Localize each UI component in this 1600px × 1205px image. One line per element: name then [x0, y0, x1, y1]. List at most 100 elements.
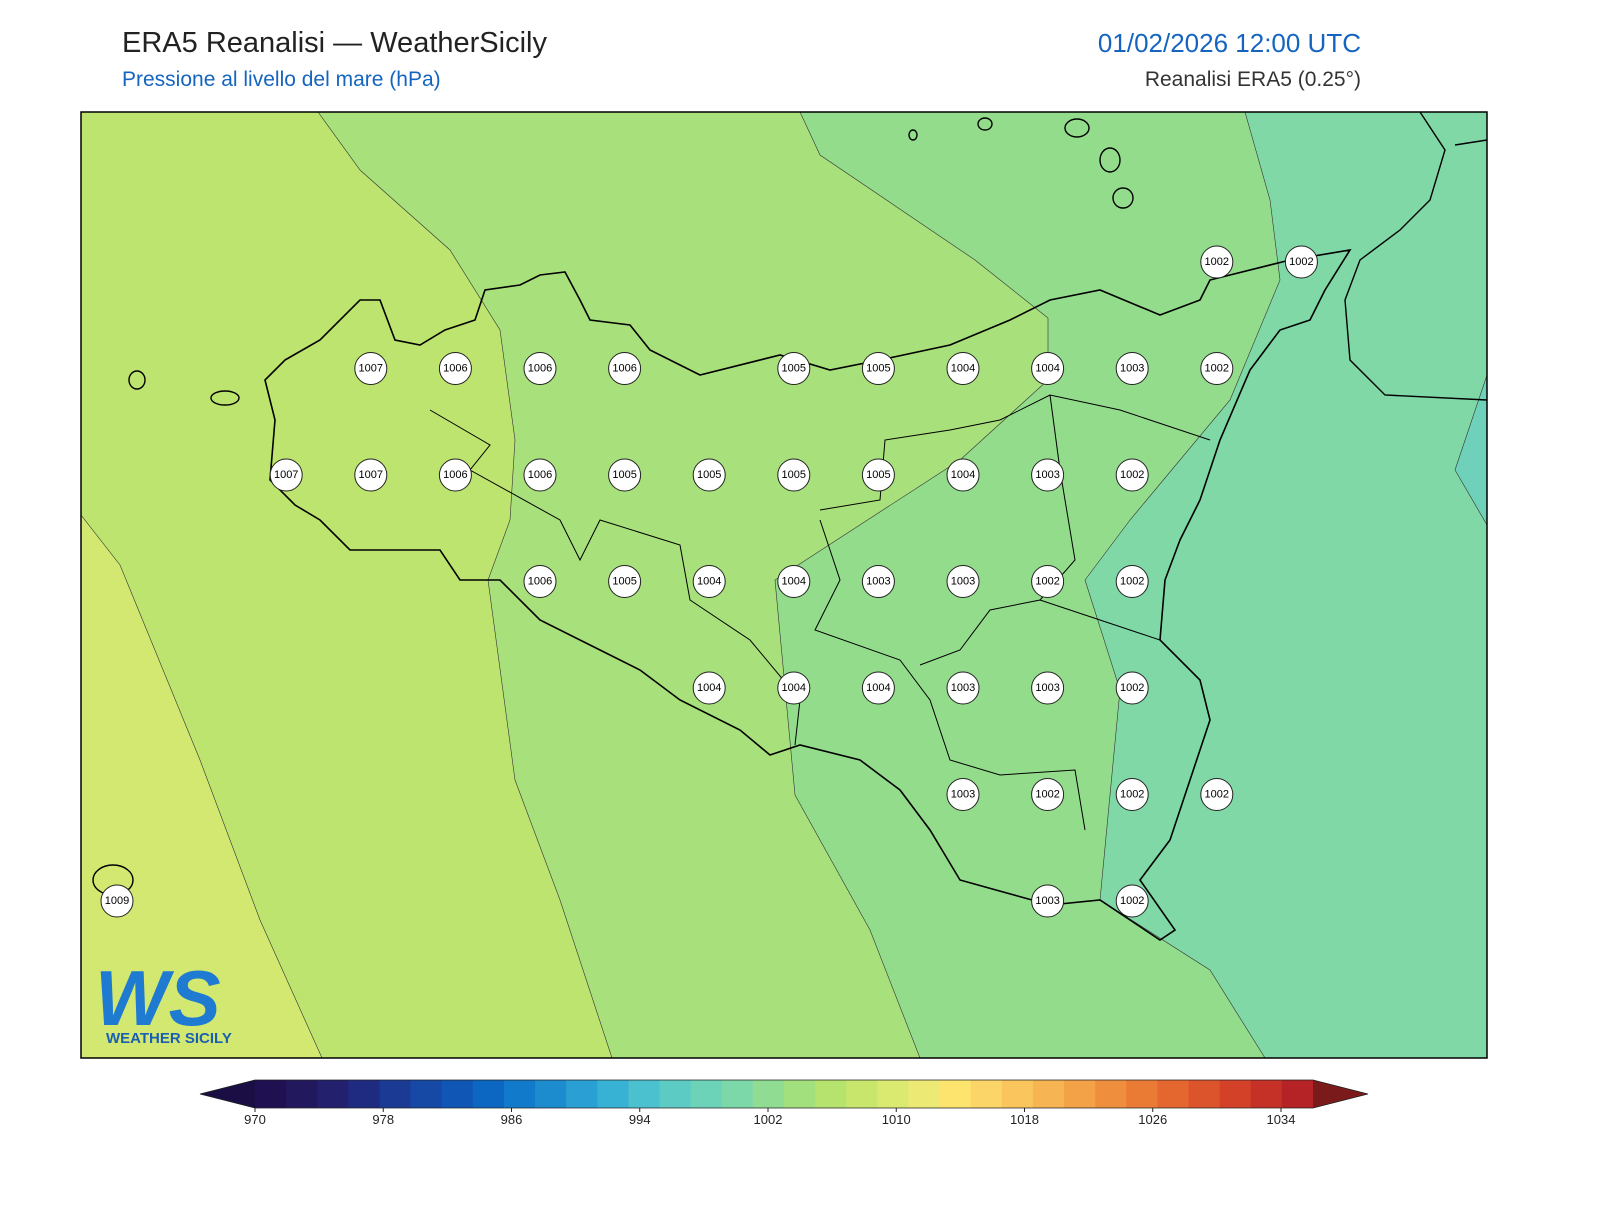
province-border: [429, 394, 1211, 831]
station-marker: [777, 458, 811, 492]
colorbar-tick-label: 978: [372, 1112, 394, 1127]
station-label: 1002: [1120, 788, 1144, 800]
station-label: 1006: [443, 469, 467, 481]
station-label: 1006: [612, 362, 636, 374]
station-marker: [1031, 352, 1065, 385]
station-label: 1006: [528, 362, 552, 374]
station-marker: [1284, 245, 1318, 279]
station-marker: [1031, 778, 1065, 811]
colorbar-segment: [1219, 1080, 1252, 1108]
station-label: 1005: [866, 469, 890, 481]
colorbar-tick-label: 1018: [1010, 1112, 1039, 1127]
station-marker: [946, 671, 980, 705]
colorbar-segment: [255, 1080, 287, 1108]
colorbar-segment: [877, 1080, 909, 1108]
station-label: 1002: [1120, 575, 1144, 587]
station-marker: [777, 352, 811, 385]
station-marker: [692, 565, 726, 598]
station-marker: [946, 565, 980, 598]
colorbar-segment: [1001, 1080, 1034, 1108]
station-marker: [861, 352, 895, 385]
colorbar-segment: [1188, 1080, 1221, 1108]
coastline: [264, 248, 1352, 941]
station-marker: [438, 458, 472, 492]
map-frame: [80, 111, 1488, 1059]
station-label: 1002: [1205, 788, 1229, 800]
colorbar-segment: [597, 1080, 629, 1108]
station-label: 1004: [951, 362, 975, 374]
colorbar-segment: [1126, 1080, 1158, 1108]
colorbar-tick-label: 1010: [882, 1112, 911, 1127]
station-marker: [1031, 565, 1065, 598]
colorbar-over: [1313, 1080, 1368, 1108]
station-marker: [523, 458, 557, 492]
station-marker: [1115, 884, 1149, 918]
station-marker: [1115, 458, 1149, 492]
station-label: 1002: [1120, 469, 1144, 481]
colorbar-segment: [1157, 1080, 1190, 1108]
colorbar-tick-label: 994: [629, 1112, 651, 1127]
station-label: 1003: [1035, 895, 1059, 907]
colorbar-segment: [970, 1080, 1003, 1108]
station-marker: [1115, 352, 1149, 385]
station-marker: [861, 671, 895, 705]
station-label: 1005: [782, 469, 806, 481]
datetime: 01/02/2026 12:00 UTC: [1098, 28, 1361, 58]
logo-mark: WS: [95, 954, 221, 1042]
station-label: 1003: [951, 682, 975, 694]
station-marker: [438, 352, 472, 385]
colorbar-segment: [784, 1080, 816, 1108]
station-label: 1002: [1205, 256, 1229, 268]
station-label: 1002: [1205, 362, 1229, 374]
station-marker: [946, 352, 980, 385]
colorbar-segment: [379, 1080, 412, 1108]
islands: [92, 117, 1134, 896]
station-marker: [354, 352, 388, 385]
station-label: 1003: [951, 788, 975, 800]
colorbar-segment: [1250, 1080, 1283, 1108]
station-marker: [100, 884, 134, 918]
station-label: 1006: [443, 362, 467, 374]
colorbar-segment: [752, 1080, 785, 1108]
station-label: 1002: [1120, 895, 1144, 907]
colorbar-segment: [317, 1080, 349, 1108]
colorbar-segment: [1064, 1080, 1096, 1108]
station-label: 1005: [697, 469, 721, 481]
band: [81, 515, 322, 1058]
source: Reanalisi ERA5 (0.25°): [1145, 68, 1361, 91]
colorbar-segment: [348, 1080, 380, 1108]
station-label: 1003: [1035, 682, 1059, 694]
station-marker: [861, 565, 895, 598]
map: [81, 112, 1487, 1058]
station-label: 1003: [951, 575, 975, 587]
station-label: 1007: [359, 469, 383, 481]
station-label: 1005: [612, 575, 636, 587]
colorbar-segment: [628, 1080, 661, 1108]
station-marker: [777, 671, 811, 705]
station-marker: [608, 565, 642, 598]
colorbar-segment: [410, 1080, 443, 1108]
station-label: 1002: [1289, 256, 1313, 268]
station-marker: [1200, 352, 1234, 385]
subtitle: Pressione al livello del mare (hPa): [122, 68, 441, 91]
station-label: 1005: [866, 362, 890, 374]
station-label: 1004: [697, 682, 721, 694]
station-marker: [523, 352, 557, 385]
station-label: 1007: [359, 362, 383, 374]
station-marker: [608, 458, 642, 492]
colorbar-segment: [535, 1080, 567, 1108]
colorbar-segment: [441, 1080, 474, 1108]
colorbar: 970 978 986 994 1002 1010 1018 1026 1034: [199, 1079, 1369, 1127]
station-label: 1004: [866, 682, 890, 694]
band: [1455, 375, 1487, 525]
colorbar-segment: [815, 1080, 847, 1108]
station-marker: [692, 671, 726, 705]
logo-text: WEATHER SICILY: [106, 1030, 232, 1047]
station-label: 1002: [1120, 682, 1144, 694]
station-marker: [608, 352, 642, 385]
station-marker: [1031, 458, 1065, 492]
station-label: 1003: [1035, 469, 1059, 481]
station-label: 1003: [866, 575, 890, 587]
colorbar-tick-label: 986: [501, 1112, 523, 1127]
colorbar-segment: [690, 1080, 723, 1108]
